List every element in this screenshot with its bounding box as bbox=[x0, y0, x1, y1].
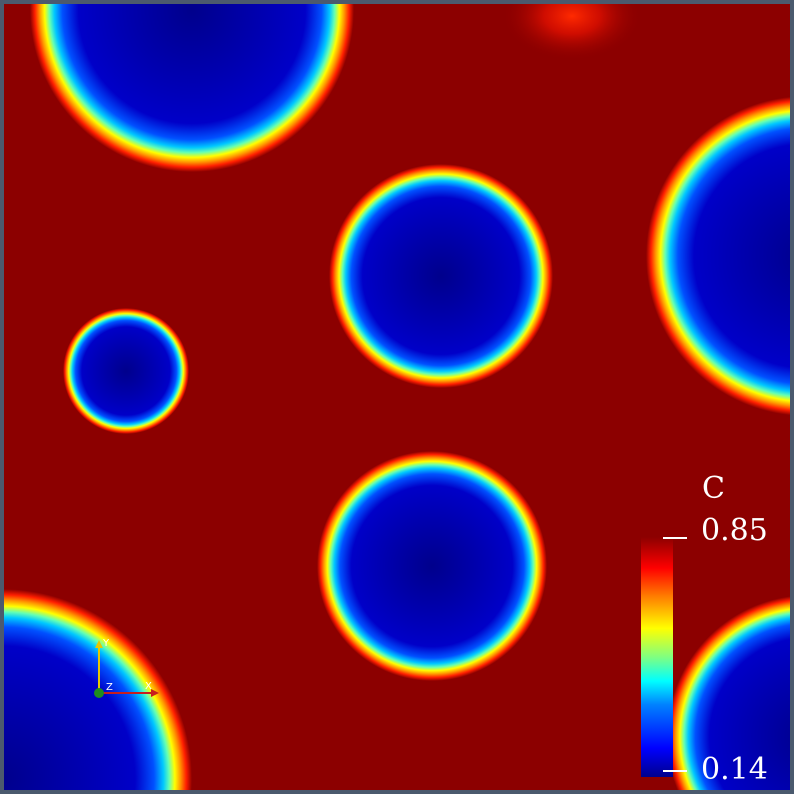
droplet-top-left bbox=[30, 4, 354, 172]
orientation-axes[interactable]: X Y Z bbox=[89, 634, 169, 714]
droplet-top-center bbox=[329, 164, 553, 388]
scalar-bar-title: C bbox=[702, 471, 725, 506]
scalar-bar-min-label: 0.14 bbox=[701, 752, 768, 787]
y-axis-label: Y bbox=[102, 638, 110, 649]
z-axis-label: Z bbox=[106, 682, 113, 693]
droplet-center bbox=[317, 451, 547, 681]
droplet-bottom-right bbox=[667, 596, 790, 790]
orientation-axes-graphic: X Y Z bbox=[94, 638, 159, 698]
scalar-bar-gradient bbox=[641, 537, 673, 777]
scalar-bar[interactable] bbox=[641, 537, 673, 777]
scalar-bar-min-tick bbox=[663, 770, 687, 772]
x-axis-label: X bbox=[145, 681, 152, 692]
y-axis-arrow bbox=[95, 640, 103, 648]
droplet-right bbox=[646, 96, 790, 416]
scalar-bar-max-label: 0.85 bbox=[701, 513, 768, 548]
hot-spot bbox=[502, 4, 642, 61]
concentration-field bbox=[4, 4, 790, 790]
x-axis-arrow bbox=[151, 689, 159, 697]
droplet-small-left bbox=[63, 308, 189, 434]
scalar-bar-max-tick bbox=[663, 537, 687, 539]
z-axis-dot bbox=[94, 688, 104, 698]
render-viewport[interactable]: C 0.85 0.14 X Y Z bbox=[4, 4, 790, 790]
